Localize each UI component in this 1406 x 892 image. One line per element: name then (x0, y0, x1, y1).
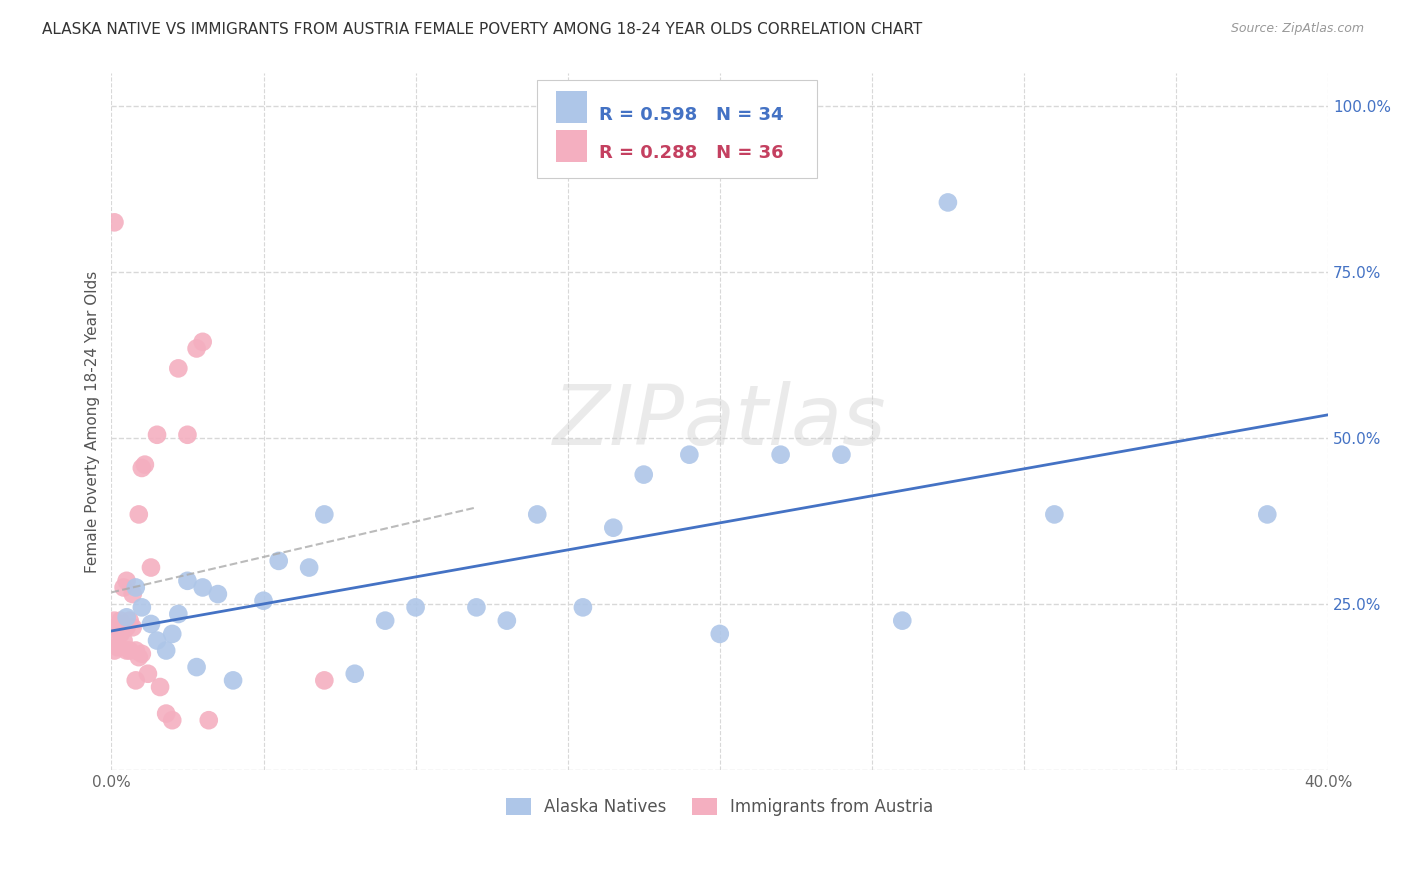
Point (572, 600, 595, 615)
Point (186, 342, 208, 356)
Point (134, 458, 156, 472)
Point (526, 508, 548, 522)
Point (125, 581, 148, 595)
Point (207, 587, 229, 601)
Point (602, 521, 624, 535)
Point (139, 617, 162, 632)
Point (112, 581, 135, 595)
Point (110, 614, 132, 628)
Point (1043, 508, 1066, 522)
Point (465, 600, 488, 615)
Point (139, 560, 162, 574)
Text: ALASKA NATIVE VS IMMIGRANTS FROM AUSTRIA FEMALE POVERTY AMONG 18-24 YEAR OLDS CO: ALASKA NATIVE VS IMMIGRANTS FROM AUSTRIA… (42, 22, 922, 37)
Point (176, 574, 198, 588)
Legend: Alaska Natives, Immigrants from Austria: Alaska Natives, Immigrants from Austria (498, 789, 942, 824)
Point (146, 633, 169, 648)
Point (167, 361, 190, 376)
Text: ZIPatlas: ZIPatlas (553, 381, 887, 462)
Point (405, 600, 427, 615)
Point (128, 650, 150, 665)
Text: Source: ZipAtlas.com: Source: ZipAtlas.com (1230, 22, 1364, 36)
Point (633, 467, 655, 482)
Point (103, 643, 125, 657)
Point (107, 640, 129, 655)
Point (103, 215, 125, 229)
Point (110, 627, 132, 641)
Text: R = 0.288   N = 36: R = 0.288 N = 36 (599, 145, 785, 162)
Point (103, 633, 125, 648)
Point (155, 643, 177, 657)
Point (769, 448, 792, 462)
Point (115, 620, 138, 634)
FancyBboxPatch shape (555, 130, 588, 161)
Point (131, 461, 153, 475)
Point (136, 666, 159, 681)
Point (112, 633, 135, 648)
Point (115, 574, 138, 588)
Point (121, 620, 143, 634)
Point (314, 508, 336, 522)
Y-axis label: Female Poverty Among 18-24 Year Olds: Female Poverty Among 18-24 Year Olds (86, 270, 100, 573)
Point (155, 706, 177, 721)
Point (222, 673, 245, 688)
Point (495, 614, 517, 628)
Point (131, 600, 153, 615)
Point (176, 427, 198, 442)
Point (162, 627, 184, 641)
Point (830, 448, 852, 462)
Point (167, 607, 190, 621)
FancyBboxPatch shape (555, 91, 588, 123)
Point (146, 427, 169, 442)
Point (125, 643, 148, 657)
Point (131, 647, 153, 661)
Point (115, 610, 138, 624)
Point (191, 581, 214, 595)
Point (186, 660, 208, 674)
Text: R = 0.598   N = 34: R = 0.598 N = 34 (599, 106, 783, 124)
Point (298, 560, 321, 574)
Point (121, 587, 143, 601)
Point (149, 680, 172, 694)
Point (115, 643, 138, 657)
Point (103, 614, 125, 628)
Point (267, 554, 290, 568)
Point (891, 614, 914, 628)
FancyBboxPatch shape (537, 80, 817, 178)
Point (118, 643, 141, 657)
Point (162, 713, 184, 727)
Point (107, 620, 129, 634)
Point (125, 673, 148, 688)
Point (343, 666, 366, 681)
Point (191, 334, 214, 349)
Point (118, 614, 141, 628)
Point (128, 508, 150, 522)
Point (678, 448, 700, 462)
Point (1256, 508, 1278, 522)
Point (936, 195, 959, 210)
Point (374, 614, 396, 628)
Point (197, 713, 219, 727)
Point (709, 627, 731, 641)
Point (252, 593, 274, 607)
Point (314, 673, 336, 688)
